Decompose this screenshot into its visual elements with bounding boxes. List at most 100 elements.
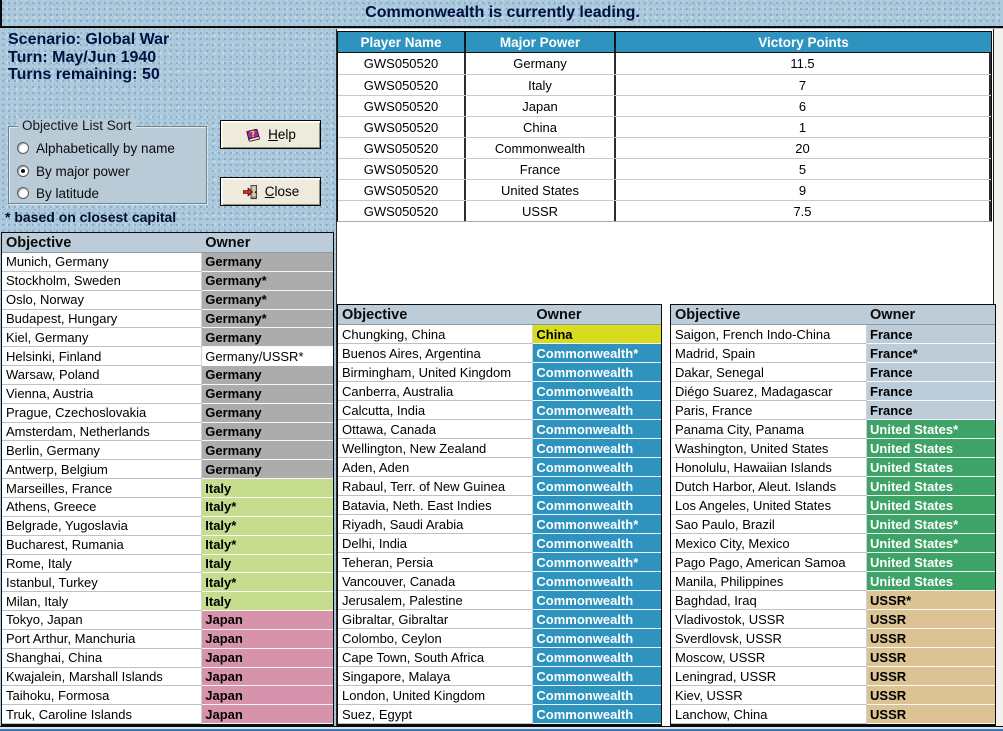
victory-points-cell: 9 — [616, 180, 991, 200]
objective-row: Vladivostok, USSR USSR — [671, 610, 995, 629]
help-button[interactable]: ? Help — [220, 120, 321, 149]
objective-cell: Vancouver, Canada — [338, 572, 534, 591]
help-button-label: Help — [268, 127, 296, 142]
owner-cell: USSR — [867, 667, 995, 686]
objective-row: Saigon, French Indo-China France — [671, 325, 995, 344]
sort-option-latitude[interactable]: By latitude — [17, 185, 99, 201]
objective-row: Port Arthur, Manchuria Japan — [2, 629, 333, 649]
objective-row: Bucharest, Rumania Italy* — [2, 535, 333, 555]
objective-cell: Panama City, Panama — [671, 420, 868, 439]
victory-points-cell: 20 — [616, 138, 991, 158]
objective-row: Cape Town, South Africa Commonwealth — [338, 648, 661, 667]
objective-cell: Mexico City, Mexico — [671, 534, 868, 553]
objective-row: Prague, Czechoslovakia Germany — [2, 403, 333, 423]
sort-option-major-power[interactable]: By major power — [17, 163, 130, 179]
objective-row: Sao Paulo, Brazil United States* — [671, 515, 995, 534]
objective-cell: Munich, Germany — [2, 253, 203, 272]
player-row: GWS050520 Commonwealth 20 — [338, 137, 991, 158]
radio-button-icon[interactable] — [17, 165, 29, 177]
objective-row: Manila, Philippines United States — [671, 572, 995, 591]
objective-row: Leningrad, USSR USSR — [671, 667, 995, 686]
radio-button-icon[interactable] — [17, 142, 29, 154]
objective-row: Canberra, Australia Commonwealth — [338, 382, 661, 401]
victory-points-cell: 6 — [616, 96, 991, 116]
close-button[interactable]: Close — [220, 177, 321, 206]
turn-line: Turn: May/Jun 1940 — [8, 48, 157, 66]
objective-cell: Moscow, USSR — [671, 648, 868, 667]
objective-row: Colombo, Ceylon Commonwealth — [338, 629, 661, 648]
objective-cell: Dutch Harbor, Aleut. Islands — [671, 477, 868, 496]
objective-row: Dutch Harbor, Aleut. Islands United State… — [671, 477, 995, 496]
objective-cell: Delhi, India — [338, 534, 534, 553]
objectives-table-header: Objective Owner — [671, 305, 995, 325]
objective-header: Objective — [6, 234, 72, 251]
objective-row: Teheran, Persia Commonwealth* — [338, 553, 661, 572]
owner-cell: France — [867, 325, 995, 344]
objectives-table-other: Objective Owner Saigon, French Indo-Chin… — [670, 304, 996, 726]
owner-cell: Commonwealth — [533, 705, 661, 724]
objective-row: Gibraltar, Gibraltar Commonwealth — [338, 610, 661, 629]
owner-cell: Commonwealth — [533, 591, 661, 610]
owner-cell: Japan — [202, 667, 333, 687]
objective-cell: Belgrade, Yugoslavia — [2, 516, 203, 536]
owner-cell: Commonwealth — [533, 629, 661, 648]
sort-option-alphabetical[interactable]: Alphabetically by name — [17, 140, 175, 156]
objective-row: Lanchow, China USSR — [671, 705, 995, 724]
owner-header: Owner — [205, 234, 251, 251]
objective-cell: Riyadh, Saudi Arabia — [338, 515, 534, 534]
owner-cell: Commonwealth — [533, 439, 661, 458]
owner-cell: USSR* — [867, 591, 995, 610]
exit-door-icon — [242, 184, 257, 199]
owner-cell: Commonwealth* — [533, 344, 661, 363]
objective-cell: Suez, Egypt — [338, 705, 534, 724]
objective-row: Sverdlovsk, USSR USSR — [671, 629, 995, 648]
owner-cell: Italy* — [202, 497, 333, 517]
right-edge-strip — [994, 29, 1003, 726]
owner-header: Owner — [536, 306, 582, 323]
player-name-header: Player Name — [338, 32, 466, 52]
objective-row: Los Angeles, United States United States — [671, 496, 995, 515]
owner-cell: Germany* — [202, 309, 333, 329]
objective-cell: Washington, United States — [671, 439, 868, 458]
owner-cell: Commonwealth — [533, 363, 661, 382]
owner-cell: Commonwealth — [533, 686, 661, 705]
objective-row: Amsterdam, Netherlands Germany — [2, 422, 333, 442]
owner-cell: Germany — [202, 384, 333, 404]
radio-button-icon[interactable] — [17, 187, 29, 199]
owner-cell: Commonwealth — [533, 610, 661, 629]
objective-cell: Lanchow, China — [671, 705, 868, 724]
owner-cell: Italy — [202, 592, 333, 612]
objective-row: Paris, France France — [671, 401, 995, 420]
objective-header: Objective — [675, 306, 741, 323]
owner-cell: Japan — [202, 629, 333, 649]
objective-cell: Diégo Suarez, Madagascar — [671, 382, 868, 401]
objective-cell: Oslo, Norway — [2, 290, 203, 310]
owner-cell: Commonwealth — [533, 477, 661, 496]
objective-row: Munich, Germany Germany — [2, 253, 333, 272]
objective-cell: Rome, Italy — [2, 554, 203, 574]
objective-row: Athens, Greece Italy* — [2, 497, 333, 517]
objective-row: Kiel, Germany Germany — [2, 328, 333, 348]
owner-cell: Japan — [202, 611, 333, 630]
objective-row: Pago Pago, American Samoa United States — [671, 553, 995, 572]
major-power-cell: Germany — [466, 53, 616, 74]
victory-points-header: Victory Points — [758, 34, 849, 50]
objective-cell: Birmingham, United Kingdom — [338, 363, 534, 382]
owner-cell: United States — [867, 572, 995, 591]
player-name-cell: GWS050520 — [338, 75, 466, 95]
help-book-icon: ? — [246, 128, 261, 142]
objective-cell: Baghdad, Iraq — [671, 591, 868, 610]
owner-cell: United States — [867, 458, 995, 477]
objective-cell: Gibraltar, Gibraltar — [338, 610, 534, 629]
objective-row: Jerusalem, Palestine Commonwealth — [338, 591, 661, 610]
objective-row: Kwajalein, Marshall Islands Japan — [2, 667, 333, 687]
owner-cell: Germany — [202, 403, 333, 423]
major-power-cell: France — [466, 159, 616, 179]
owner-cell: Italy* — [202, 516, 333, 536]
player-row: GWS050520 France 5 — [338, 158, 991, 179]
objective-cell: Vienna, Austria — [2, 384, 203, 404]
svg-text:?: ? — [250, 129, 257, 140]
objective-cell: Kiel, Germany — [2, 328, 203, 348]
objective-cell: Taihoku, Formosa — [2, 686, 203, 706]
status-banner: Commonwealth is currently leading. — [0, 0, 1003, 28]
